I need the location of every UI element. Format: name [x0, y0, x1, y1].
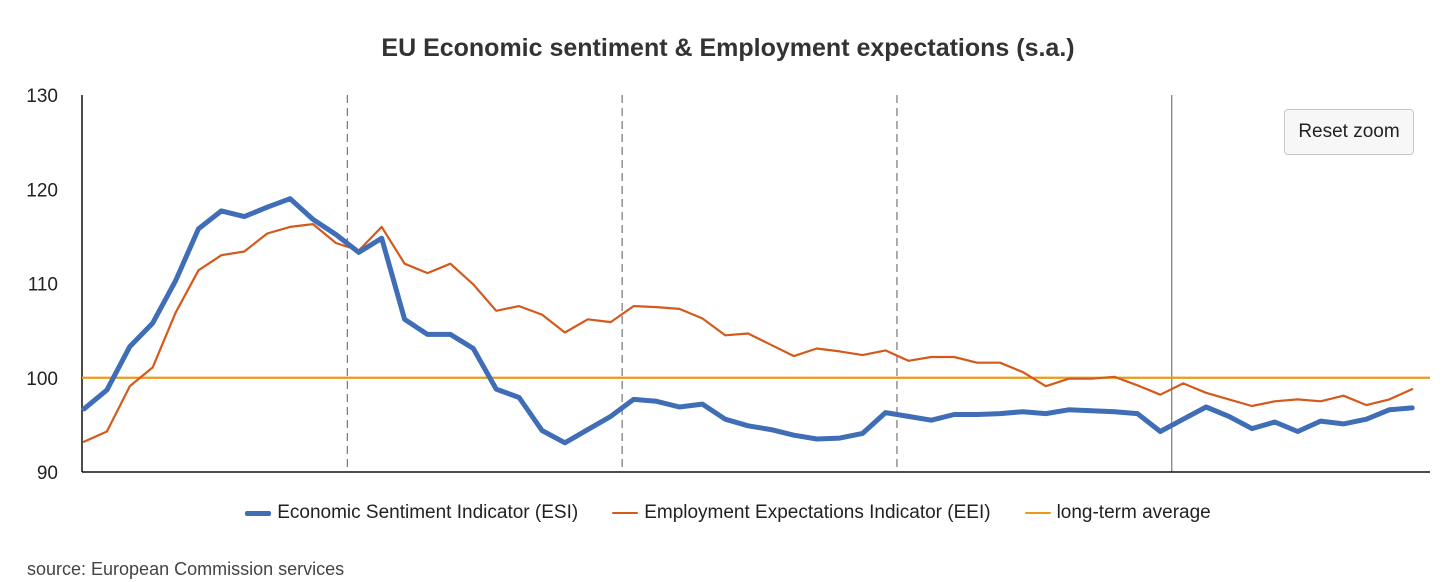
line-chart: 90 100 110 120 130 — [26, 86, 1430, 484]
legend-label-average: long-term average — [1056, 502, 1211, 523]
eei-series-line — [82, 223, 1414, 443]
legend: Economic Sentiment Indicator (ESI) Emplo… — [0, 502, 1456, 524]
esi-series-line — [81, 196, 1415, 446]
y-tick-label: 100 — [26, 369, 58, 390]
chart-title: EU Economic sentiment & Employment expec… — [381, 34, 1075, 62]
legend-swatch-eei — [612, 512, 639, 514]
legend-item-esi[interactable]: Economic Sentiment Indicator (ESI) — [245, 502, 578, 524]
y-tick-label: 90 — [37, 463, 58, 484]
legend-item-average[interactable]: long-term average — [1024, 502, 1211, 524]
legend-swatch-esi — [245, 510, 272, 516]
y-tick-label: 110 — [28, 275, 58, 296]
legend-label-esi: Economic Sentiment Indicator (ESI) — [277, 502, 579, 523]
reset-zoom-button[interactable]: Reset zoom — [1284, 109, 1414, 155]
y-tick-label: 120 — [26, 180, 58, 201]
legend-swatch-average — [1024, 512, 1051, 514]
y-tick-label: 130 — [26, 86, 58, 107]
legend-label-eei: Employment Expectations Indicator (EEI) — [644, 502, 991, 523]
source-note: source: European Commission services — [27, 559, 345, 579]
legend-item-eei[interactable]: Employment Expectations Indicator (EEI) — [612, 502, 991, 524]
